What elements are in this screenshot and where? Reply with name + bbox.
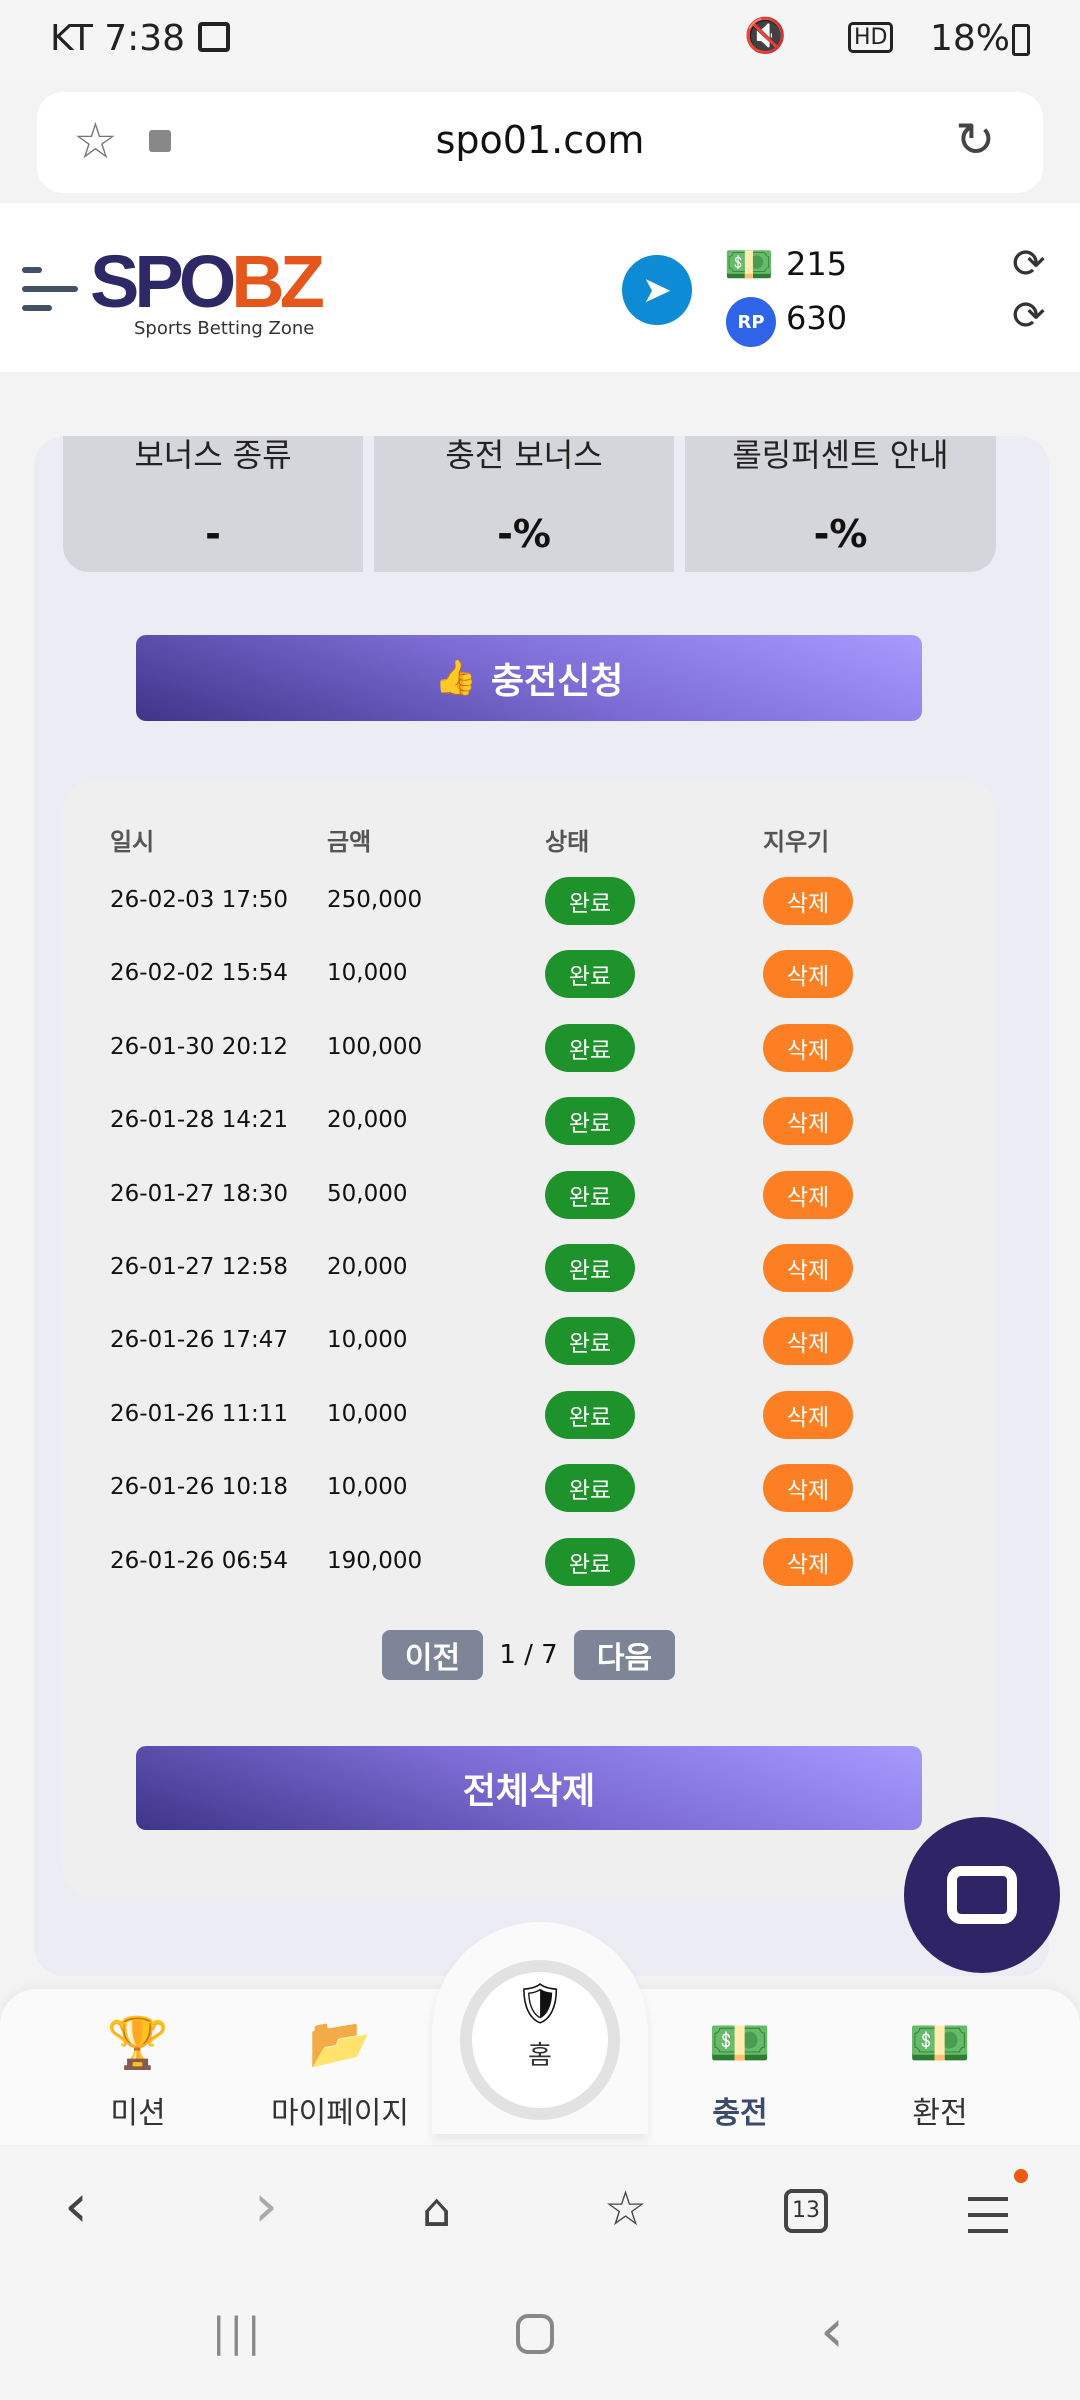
delete-button[interactable]: 삭제 <box>763 1390 853 1439</box>
site-header: SPOBZ Sports Betting Zone ➤ 💵 215 RP 630… <box>0 203 1080 372</box>
telegram-icon[interactable]: ➤ <box>622 255 692 325</box>
delete-button[interactable]: 삭제 <box>763 950 853 999</box>
delete-button[interactable]: 삭제 <box>763 1537 853 1586</box>
nav-home[interactable]: 🛡 홈 <box>460 1960 620 2120</box>
browser-toolbar: ‹ › ⌂ ☆ 13 <box>0 2147 1080 2280</box>
delete-all-button[interactable]: 전체삭제 <box>136 1746 922 1830</box>
row-date: 26-01-27 18:30 <box>110 1180 288 1207</box>
reload-icon[interactable]: ↻ <box>955 112 996 168</box>
status-badge: 완료 <box>545 1390 635 1439</box>
header-date: 일시 <box>110 828 155 856</box>
home-icon[interactable]: ⌂ <box>422 2183 452 2237</box>
row-amount: 20,000 <box>327 1107 408 1134</box>
row-amount: 50,000 <box>327 1180 408 1207</box>
hd-icon: HD <box>848 22 894 53</box>
status-badge: 완료 <box>545 950 635 999</box>
row-amount: 10,000 <box>327 1474 408 1501</box>
nav-mission[interactable]: 🏆 미션 <box>38 2010 238 2132</box>
delete-button[interactable]: 삭제 <box>763 1244 853 1292</box>
delete-button[interactable]: 삭제 <box>763 1170 853 1219</box>
menu-icon[interactable] <box>968 2197 1008 2233</box>
notification-dot <box>1014 2169 1028 2183</box>
prev-page-button[interactable]: 이전 <box>382 1630 483 1680</box>
status-badge: 완료 <box>545 1244 635 1292</box>
money-down-icon: 💵 <box>908 2013 972 2072</box>
delete-button[interactable]: 삭제 <box>763 1023 853 1072</box>
status-badge: 완료 <box>545 1097 635 1146</box>
next-page-button[interactable]: 다음 <box>574 1630 675 1680</box>
chat-bubble-icon <box>947 1866 1017 1924</box>
row-date: 26-01-26 11:11 <box>110 1400 288 1427</box>
points-icon: RP <box>726 297 776 347</box>
header-amount: 금액 <box>327 828 372 856</box>
row-date: 26-01-26 17:47 <box>110 1327 288 1354</box>
nav-withdraw[interactable]: 💵 환전 <box>840 2010 1040 2132</box>
refresh-points-icon[interactable]: ⟳ <box>1012 293 1046 339</box>
deposit-bonus-box: 충전 보너스 -% <box>374 436 674 572</box>
status-badge: 완료 <box>545 1464 635 1513</box>
row-amount: 100,000 <box>327 1033 423 1060</box>
row-date: 26-01-26 06:54 <box>110 1547 288 1574</box>
status-badge: 완료 <box>545 1023 635 1072</box>
row-date: 26-01-27 12:58 <box>110 1254 288 1280</box>
refresh-money-icon[interactable]: ⟳ <box>1012 241 1046 287</box>
header-status: 상태 <box>545 828 590 856</box>
delete-button[interactable]: 삭제 <box>763 877 853 925</box>
money-up-icon: 💵 <box>708 2013 772 2072</box>
chat-button[interactable] <box>904 1817 1060 1973</box>
forward-icon[interactable]: › <box>254 2171 278 2241</box>
delete-button[interactable]: 삭제 <box>763 1317 853 1366</box>
url-bar[interactable]: ☆ spo01.com ↻ <box>37 92 1043 193</box>
bookmarks-icon[interactable]: ☆ <box>604 2181 648 2237</box>
nav-mypage[interactable]: 📂 마이페이지 <box>240 2010 440 2132</box>
home-system-icon[interactable] <box>516 2314 554 2354</box>
battery-percent: 18% <box>930 18 1011 59</box>
points-balance: 630 <box>786 299 848 337</box>
bookmark-star-icon[interactable]: ☆ <box>73 112 118 170</box>
logo[interactable]: SPOBZ Sports Betting Zone <box>90 240 325 339</box>
row-amount: 10,000 <box>327 960 408 987</box>
row-date: 26-01-30 20:12 <box>110 1033 288 1060</box>
trophy-icon: 🏆 <box>106 2013 170 2072</box>
row-amount: 20,000 <box>327 1254 408 1280</box>
row-date: 26-02-02 15:54 <box>110 960 288 987</box>
folder-icon: 📂 <box>308 2013 372 2072</box>
battery-icon <box>1012 24 1030 56</box>
status-badge: 완료 <box>545 1317 635 1366</box>
status-badge: 완료 <box>545 1537 635 1586</box>
status-badge: 완료 <box>545 877 635 925</box>
hand-money-icon: 👍 <box>434 658 477 698</box>
page-indicator: 1 / 7 <box>499 1640 558 1670</box>
back-icon[interactable]: ‹ <box>64 2171 88 2241</box>
row-amount: 10,000 <box>327 1327 408 1354</box>
mute-icon: 🔇 <box>744 16 787 56</box>
system-nav-bar: ||| ‹ <box>0 2280 1080 2400</box>
rolling-percent-box: 롤링퍼센트 안내 -% <box>685 436 996 572</box>
nav-deposit[interactable]: 💵 충전 <box>640 2010 840 2132</box>
delete-button[interactable]: 삭제 <box>763 1097 853 1146</box>
status-bar: KT 7:38 🔇 HD 18% <box>0 0 1080 80</box>
bonus-type-box: 보너스 종류 - <box>63 436 363 572</box>
tabs-icon[interactable]: 13 <box>784 2189 828 2233</box>
status-badge: 완료 <box>545 1170 635 1219</box>
row-amount: 190,000 <box>327 1547 423 1574</box>
carrier-time: KT 7:38 <box>50 18 186 59</box>
hamburger-menu-icon[interactable] <box>22 267 78 311</box>
delete-button[interactable]: 삭제 <box>763 1464 853 1513</box>
row-date: 26-01-28 14:21 <box>110 1107 288 1134</box>
gallery-icon <box>198 22 230 52</box>
row-amount: 10,000 <box>327 1400 408 1427</box>
row-date: 26-01-26 10:18 <box>110 1474 288 1501</box>
row-date: 26-02-03 17:50 <box>110 887 288 913</box>
recents-icon[interactable]: ||| <box>212 2310 265 2356</box>
url-text[interactable]: spo01.com <box>435 118 645 162</box>
back-system-icon[interactable]: ‹ <box>820 2296 844 2366</box>
money-balance: 215 <box>786 245 848 283</box>
apply-deposit-button[interactable]: 👍 충전신청 <box>136 635 922 721</box>
lock-icon <box>149 130 171 152</box>
money-icon: 💵 <box>724 242 774 288</box>
header-delete: 지우기 <box>763 828 830 856</box>
row-amount: 250,000 <box>327 887 423 913</box>
home-emblem-icon: 🛡 <box>514 1981 566 2027</box>
